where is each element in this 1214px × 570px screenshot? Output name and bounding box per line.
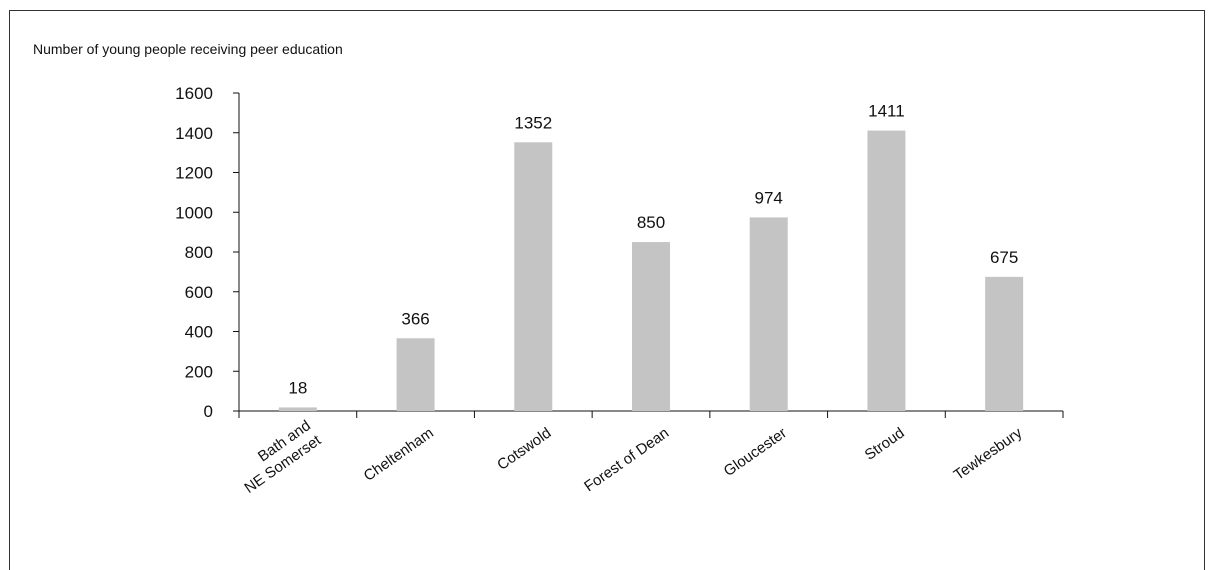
bar xyxy=(985,276,1024,411)
chart-title: Number of young people receiving peer ed… xyxy=(33,41,343,57)
y-axis: 0 200 400 600 800 1000 1200 1400 1600 xyxy=(175,84,240,421)
category-label: Cheltenham xyxy=(361,424,437,484)
bar-value-label: 675 xyxy=(990,248,1018,267)
category-label: Bath andNE Somerset xyxy=(231,417,325,497)
y-tick-label: 800 xyxy=(185,243,213,262)
y-tick-label: 1600 xyxy=(175,84,213,103)
bar xyxy=(749,217,788,411)
category-label-line: Tewkesbury xyxy=(951,424,1026,484)
category-label-line: Gloucester xyxy=(721,424,790,480)
category-label: Cotswold xyxy=(494,424,554,473)
y-tick-label: 1000 xyxy=(175,203,213,222)
bar-value-label: 850 xyxy=(637,213,665,232)
category-label: Forest of Dean xyxy=(581,424,672,495)
y-tick-label: 1400 xyxy=(175,124,213,143)
y-tick-label: 0 xyxy=(204,402,213,421)
bar xyxy=(867,130,906,411)
y-tick-label: 400 xyxy=(185,323,213,342)
y-tick-label: 1200 xyxy=(175,164,213,183)
category-label: Stroud xyxy=(862,424,908,463)
category-label: Tewkesbury xyxy=(951,424,1026,484)
category-labels: Bath andNE Somerset Cheltenham Cotswold For… xyxy=(231,417,1026,497)
bar-value-label: 1352 xyxy=(514,113,552,132)
y-tick-label: 200 xyxy=(185,362,213,381)
category-label-line: Forest of Dean xyxy=(581,424,672,495)
bars xyxy=(278,130,1024,412)
bar-value-label: 1411 xyxy=(868,102,905,121)
bar xyxy=(278,407,317,411)
category-label-line: Cheltenham xyxy=(361,424,437,484)
bar-value-label: 974 xyxy=(755,188,783,207)
y-tick-label: 600 xyxy=(185,283,213,302)
bar-value-labels: 18 366 1352 850 974 1411 675 xyxy=(288,102,1018,398)
bar xyxy=(514,142,553,412)
bar-value-label: 18 xyxy=(288,378,307,397)
category-label-line: Stroud xyxy=(862,424,908,463)
category-label: Gloucester xyxy=(721,424,790,480)
bar xyxy=(632,242,670,411)
bar xyxy=(396,338,435,411)
chart-frame xyxy=(9,10,1205,570)
bar-value-label: 366 xyxy=(401,309,429,328)
x-axis xyxy=(238,410,1064,418)
category-label-line: Cotswold xyxy=(494,424,554,473)
